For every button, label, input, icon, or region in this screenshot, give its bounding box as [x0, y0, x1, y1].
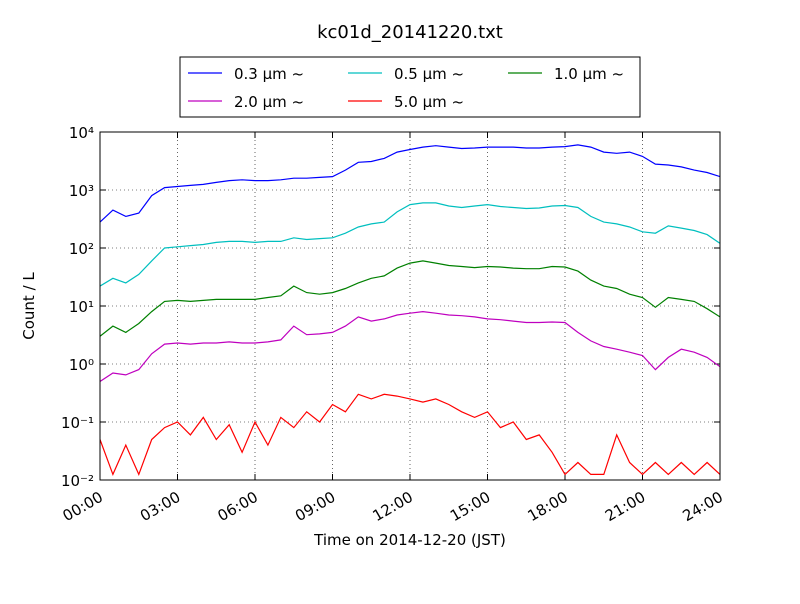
series-line	[100, 202, 720, 287]
y-tick-label: 10⁻¹	[61, 414, 94, 432]
y-tick-label: 10⁴	[69, 124, 94, 142]
x-axis-label: Time on 2014-12-20 (JST)	[313, 531, 506, 549]
legend-label: 1.0 μm ~	[554, 65, 624, 83]
series-line	[100, 310, 720, 383]
legend-label: 5.0 μm ~	[394, 93, 464, 111]
y-tick-label: 10¹	[69, 298, 94, 316]
chart-title: kc01d_20141220.txt	[317, 22, 503, 43]
y-tick-label: 10⁰	[69, 356, 94, 374]
y-tick-label: 10⁻²	[61, 472, 94, 490]
plot-frame	[99, 131, 721, 481]
series-line	[100, 144, 720, 223]
legend-label: 0.3 μm ~	[234, 65, 304, 83]
legend-box	[179, 56, 641, 118]
y-axis-label: Count / L	[20, 272, 38, 340]
series-line	[100, 260, 720, 337]
series-line	[100, 393, 720, 476]
legend-label: 2.0 μm ~	[234, 93, 304, 111]
legend-label: 0.5 μm ~	[394, 65, 464, 83]
y-tick-label: 10²	[69, 240, 94, 258]
y-tick-label: 10³	[69, 182, 94, 200]
